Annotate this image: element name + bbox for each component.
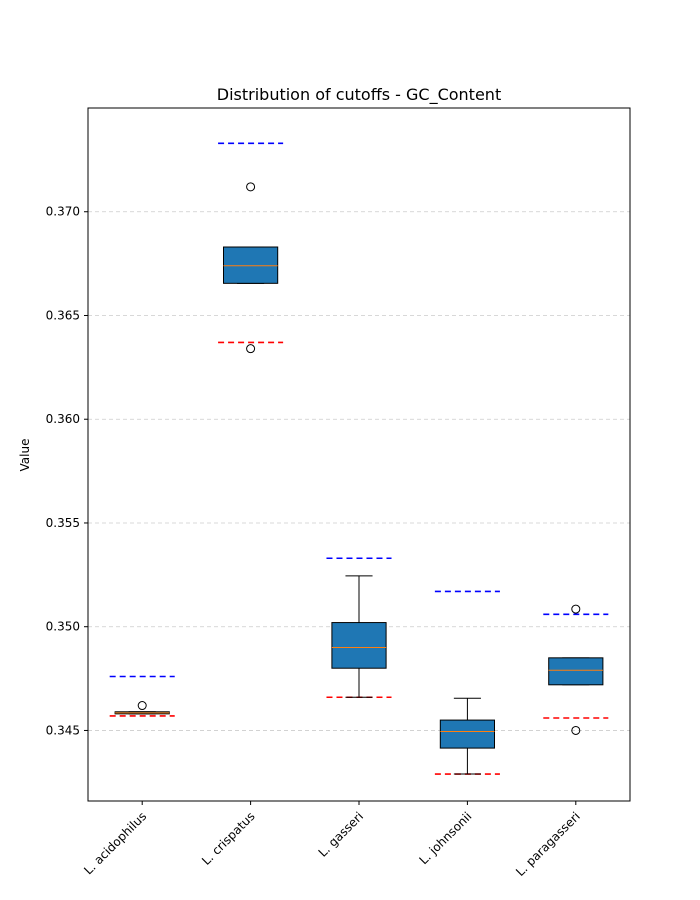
y-tick-label: 0.360 [46,412,80,426]
box-plots [114,182,604,775]
grid-lines [88,211,630,731]
y-tick-label: 0.350 [46,620,80,634]
box-plot-3 [331,575,387,698]
x-tick-label: L. crispatus [199,809,258,868]
box [548,657,604,686]
box [223,246,279,284]
outlier-point [246,344,256,354]
outlier-point [571,725,581,735]
outlier-point [246,182,256,192]
y-axis: 0.345 0.350 0.355 0.360 0.365 0.370 [46,205,88,737]
x-tick-label: L. johnsonii [416,809,474,867]
y-axis-label: Value [18,439,32,472]
y-tick-label: 0.365 [46,308,80,322]
cutoff-lines [109,142,609,775]
box-plot-1 [114,701,170,715]
box [331,622,387,669]
box-plot-5 [548,604,604,735]
x-tick-label: L. gasseri [316,809,367,860]
x-tick-label: L. paragasseri [513,809,583,879]
x-axis: L. acidophilus L. crispatus L. gasseri L. j… [81,801,583,879]
box [439,719,495,749]
outlier-point [571,604,581,614]
x-tick-label: L. acidophilus [81,809,149,877]
chart-title: Distribution of cutoffs - GC_Content [217,85,501,105]
box-plot-4 [439,697,495,775]
y-tick-label: 0.355 [46,516,80,530]
box-plot-2 [223,182,279,354]
y-tick-label: 0.345 [46,723,80,737]
y-tick-label: 0.370 [46,205,80,219]
outlier-point [137,701,147,711]
